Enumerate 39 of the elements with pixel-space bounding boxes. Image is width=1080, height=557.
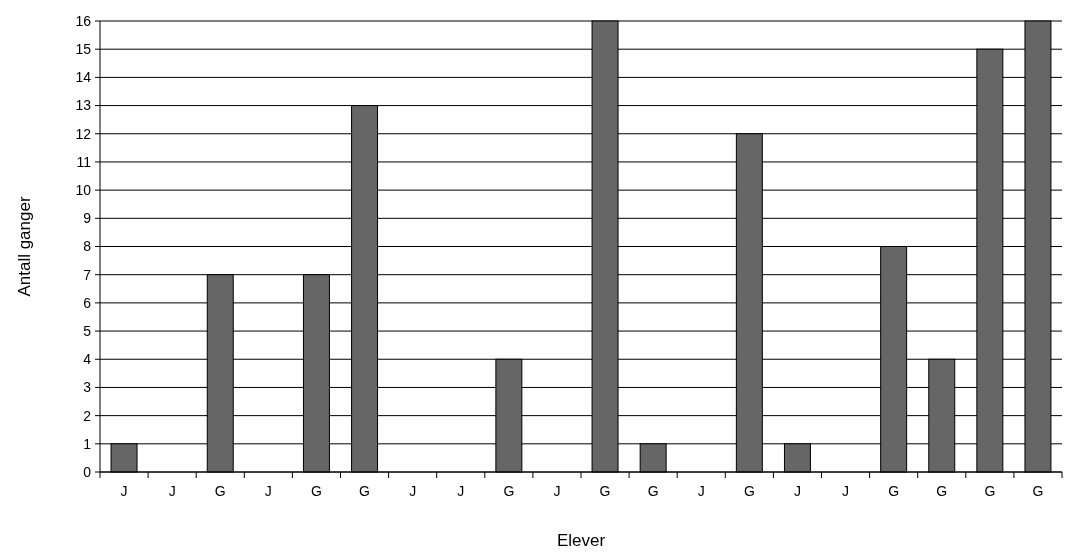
y-tick-label: 2 [83,407,92,424]
y-tick-label: 16 [75,12,92,29]
y-tick-label: 0 [83,463,92,480]
x-tick-label: G [743,483,755,499]
y-tick-label: 4 [83,351,92,368]
x-tick-label: J [793,483,801,499]
x-tick-label: J [168,483,176,499]
y-tick-label: 9 [83,210,92,227]
x-tick-label: G [599,483,611,499]
x-tick-label: G [647,483,659,499]
y-tick-label: 13 [75,97,92,114]
y-tick-label: 10 [75,182,92,199]
x-tick-label: G [311,483,322,499]
x-tick-label: G [984,483,996,499]
x-axis-title: Elever [556,531,606,550]
y-axis-title: Antall ganger [15,196,34,297]
y-tick-label: 12 [75,125,92,142]
x-tick-label: J [120,483,128,499]
x-tick-label: J [409,483,417,499]
x-tick-label: G [936,483,948,499]
y-tick-label: 8 [83,238,92,255]
x-tick-label: G [888,483,900,499]
y-tick-label: 5 [83,322,92,339]
y-tick-label: 1 [83,435,92,452]
x-tick-label: G [1032,483,1044,499]
x-tick-label: G [359,483,370,499]
x-tick-label: J [697,483,705,499]
y-tick-label: 7 [83,266,92,283]
x-tick-label: J [264,483,272,499]
y-tick-label: 14 [75,69,92,86]
y-tick-label: 6 [83,294,92,311]
y-tick-label: 15 [75,41,92,58]
x-tick-label: J [457,483,465,499]
y-tick-label: 3 [83,379,92,396]
x-tick-label: G [503,483,515,499]
x-tick-label: J [842,483,850,499]
x-tick-label: G [214,483,226,499]
y-tick-label: 11 [76,153,92,170]
x-tick-label: J [553,483,561,499]
